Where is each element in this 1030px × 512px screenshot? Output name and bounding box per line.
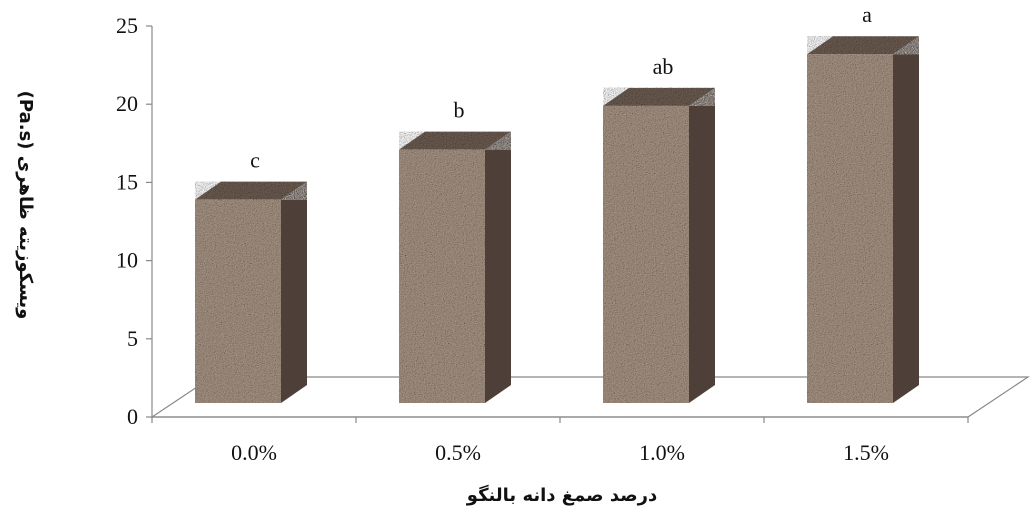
bar-top-face bbox=[603, 87, 715, 106]
y-tick-label: 5 bbox=[127, 326, 138, 351]
bar-top-face bbox=[195, 181, 307, 200]
x-tick-label: 0.0% bbox=[231, 440, 277, 465]
x-tick-label: 0.5% bbox=[435, 440, 481, 465]
bar-0.5% bbox=[399, 131, 511, 403]
y-axis-title: ویسکوزیته ظاهری (Pa.s) bbox=[15, 91, 36, 320]
bar-front-face bbox=[603, 105, 689, 403]
y-tick-label: 10 bbox=[116, 248, 138, 273]
bars bbox=[195, 36, 919, 404]
bar-1.5% bbox=[807, 36, 919, 404]
bar-front-face bbox=[399, 149, 485, 403]
bar-side-face bbox=[689, 87, 715, 403]
bar-front-face bbox=[195, 199, 281, 403]
bar-top-face bbox=[807, 36, 919, 55]
y-tick-label: 25 bbox=[116, 13, 138, 38]
y-tick-label: 0 bbox=[127, 404, 138, 429]
bar-front-face bbox=[807, 54, 893, 404]
y-tick-label: 20 bbox=[116, 91, 138, 116]
data-labels: c b ab a bbox=[250, 2, 872, 172]
y-tick-label: 15 bbox=[116, 169, 138, 194]
bar-top-face bbox=[399, 131, 511, 150]
bar-side-face bbox=[893, 36, 919, 404]
x-axis-title: درصد صمغ دانه بالنگو bbox=[466, 484, 657, 506]
data-label: b bbox=[454, 98, 465, 123]
x-tick-label: 1.0% bbox=[639, 440, 685, 465]
bar-side-face bbox=[485, 131, 511, 403]
data-label: a bbox=[862, 2, 872, 27]
data-label: ab bbox=[653, 54, 674, 79]
bar-0.0% bbox=[195, 181, 307, 403]
data-label: c bbox=[250, 148, 260, 173]
y-axis: 0 5 10 15 20 25 0.0% 0.5% 1.0% 1.5% bbox=[116, 13, 969, 465]
bar-1.0% bbox=[603, 87, 715, 403]
bar-side-face bbox=[281, 181, 307, 403]
x-tick-label: 1.5% bbox=[843, 440, 889, 465]
